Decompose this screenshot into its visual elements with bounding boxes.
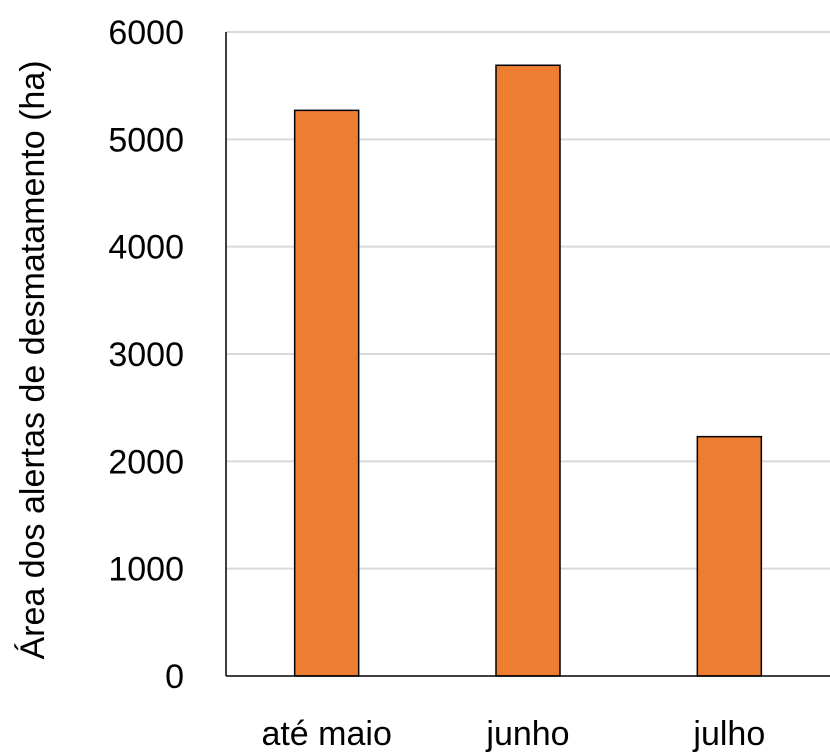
axes bbox=[225, 32, 830, 677]
y-tick-labels: 0 1000 2000 3000 4000 5000 6000 bbox=[108, 14, 184, 696]
x-tick-labels: até maio junho julho bbox=[261, 715, 765, 753]
bar bbox=[293, 109, 360, 677]
x-tick-label: junho bbox=[485, 715, 569, 753]
bar bbox=[696, 435, 763, 677]
y-tick-label: 1000 bbox=[108, 551, 184, 589]
y-tick-label: 6000 bbox=[108, 14, 184, 52]
y-tick-label: 3000 bbox=[108, 336, 184, 374]
y-tick-label: 4000 bbox=[108, 229, 184, 267]
x-tick-label: julho bbox=[692, 715, 765, 753]
y-tick-label: 2000 bbox=[108, 443, 184, 481]
y-tick-label: 5000 bbox=[108, 121, 184, 159]
y-tick-label: 0 bbox=[165, 658, 184, 696]
bar bbox=[495, 64, 561, 677]
bars bbox=[293, 64, 763, 677]
x-tick-label: até maio bbox=[261, 715, 391, 753]
y-axis-title: Área dos alertas de desmatamento (ha) bbox=[14, 60, 52, 659]
